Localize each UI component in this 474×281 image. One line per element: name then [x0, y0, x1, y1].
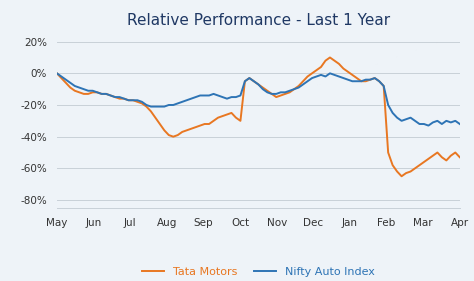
Nifty Auto Index	[453, 119, 458, 123]
Tata Motors	[287, 91, 292, 94]
Legend: Tata Motors, Nifty Auto Index: Tata Motors, Nifty Auto Index	[137, 262, 379, 281]
Nifty Auto Index	[394, 116, 400, 119]
Tata Motors	[103, 92, 109, 96]
Tata Motors	[403, 171, 409, 175]
Nifty Auto Index	[157, 105, 163, 108]
Nifty Auto Index	[426, 124, 431, 127]
Tata Motors	[327, 56, 333, 59]
Nifty Auto Index	[148, 105, 154, 108]
Tata Motors	[399, 175, 404, 178]
Line: Nifty Auto Index: Nifty Auto Index	[57, 73, 460, 126]
Nifty Auto Index	[54, 72, 60, 75]
Nifty Auto Index	[457, 122, 463, 126]
Line: Tata Motors: Tata Motors	[57, 58, 460, 176]
Nifty Auto Index	[448, 121, 454, 124]
Tata Motors	[457, 156, 463, 159]
Title: Relative Performance - Last 1 Year: Relative Performance - Last 1 Year	[127, 13, 390, 28]
Tata Motors	[148, 110, 154, 113]
Tata Motors	[157, 122, 163, 126]
Nifty Auto Index	[103, 92, 109, 96]
Tata Motors	[54, 72, 60, 75]
Tata Motors	[453, 151, 458, 154]
